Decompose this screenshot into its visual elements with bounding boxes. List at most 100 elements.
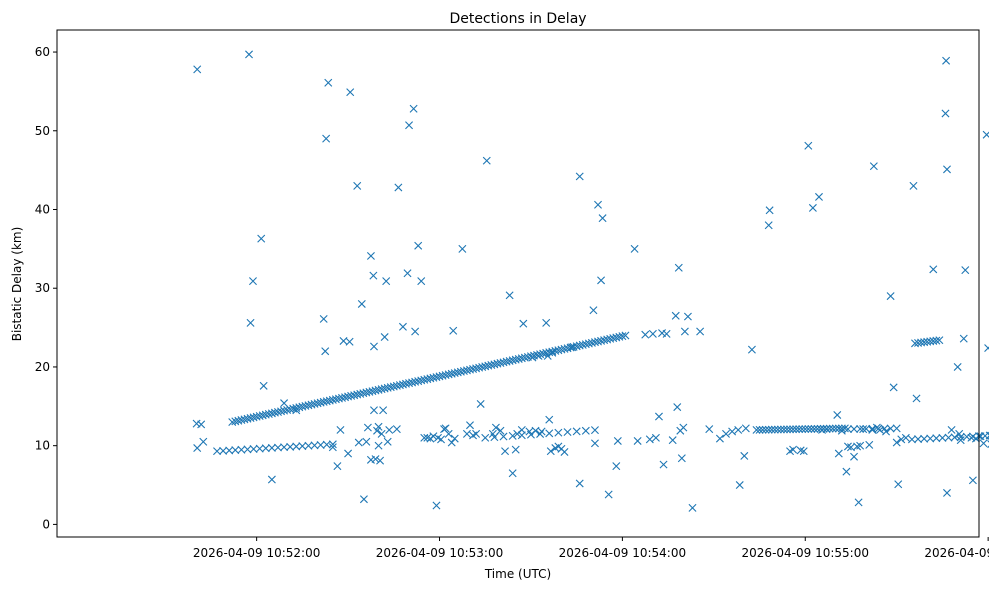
detection-point: [403, 269, 412, 278]
detection-point: [277, 407, 286, 416]
detection-point: [537, 427, 546, 436]
detection-point: [606, 334, 615, 343]
detection-point: [609, 334, 618, 343]
detection-point: [496, 358, 505, 367]
detection-point: [814, 192, 823, 201]
detection-point: [590, 426, 599, 435]
detection-point: [528, 353, 537, 362]
detection-point: [514, 354, 523, 363]
detection-point: [854, 498, 863, 507]
detection-point: [773, 425, 782, 434]
detection-point: [508, 431, 517, 440]
detection-point: [501, 447, 510, 456]
detection-point: [383, 437, 392, 446]
detection-point: [316, 398, 325, 407]
detection-point: [267, 443, 276, 452]
detection-point: [267, 475, 276, 484]
detection-point: [735, 481, 744, 490]
detection-point: [850, 425, 859, 434]
detection-point: [688, 503, 697, 512]
detection-point: [645, 435, 654, 444]
detection-point: [469, 365, 478, 374]
detection-point: [401, 379, 410, 388]
detection-point: [383, 383, 392, 392]
detection-point: [612, 462, 621, 471]
detection-point: [246, 414, 255, 423]
detection-point: [441, 371, 450, 380]
detection-point: [347, 391, 356, 400]
detection-point: [589, 306, 598, 315]
detection-point: [542, 318, 551, 327]
detection-point: [472, 364, 481, 373]
detection-point: [313, 399, 322, 408]
detection-point: [517, 425, 526, 434]
detection-point: [310, 441, 319, 450]
detection-point: [604, 490, 613, 499]
detection-point: [868, 424, 877, 433]
detection-point: [833, 410, 842, 419]
detection-point: [955, 429, 964, 438]
detection-point: [534, 351, 543, 360]
detection-point: [484, 361, 493, 370]
detection-point: [447, 369, 456, 378]
detection-point: [456, 367, 465, 376]
detection-point: [426, 374, 435, 383]
detection-point: [398, 380, 407, 389]
detection-point: [792, 425, 801, 434]
detection-point: [261, 444, 270, 453]
detection-point: [411, 327, 420, 336]
detection-point: [554, 428, 563, 437]
detection-point: [843, 425, 852, 434]
detection-point: [519, 319, 528, 328]
detection-point: [459, 367, 468, 376]
detection-point: [193, 444, 202, 453]
detection-point: [257, 234, 266, 243]
detection-point: [252, 412, 261, 421]
detection-point: [481, 433, 490, 442]
detection-point: [907, 435, 916, 444]
detection-point: [659, 460, 668, 469]
detection-point: [292, 442, 301, 451]
y-tick-label: 30: [35, 281, 50, 295]
y-tick-label: 10: [35, 439, 50, 453]
detection-point: [722, 429, 731, 438]
detection-point: [475, 363, 484, 372]
detection-point: [394, 183, 403, 192]
detection-point: [755, 425, 764, 434]
detection-point: [432, 373, 441, 382]
detection-point: [786, 425, 795, 434]
detection-point: [499, 432, 508, 441]
detection-point: [307, 400, 316, 409]
detection-point: [764, 425, 773, 434]
detection-point: [971, 434, 980, 443]
detection-point: [231, 446, 240, 455]
detection-point: [249, 445, 258, 453]
y-axis-ticks: 0 10 20 30 40 50 60: [35, 45, 57, 531]
detection-point: [369, 271, 378, 280]
detection-point: [316, 441, 325, 449]
detection-point: [336, 425, 345, 434]
detection-point: [213, 447, 222, 456]
detection-point: [450, 369, 459, 378]
detection-point: [453, 368, 462, 377]
detection-point: [942, 56, 951, 65]
detection-point: [804, 141, 813, 150]
detection-point: [603, 335, 612, 344]
detection-point: [437, 435, 446, 444]
detection-point: [371, 386, 380, 395]
detection-point: [280, 443, 289, 452]
detection-point: [932, 434, 941, 443]
detection-point: [368, 387, 377, 396]
detection-point: [333, 462, 342, 471]
detection-point: [572, 427, 581, 436]
detection-point: [325, 396, 334, 405]
detection-point: [249, 413, 258, 422]
detection-point: [392, 381, 401, 390]
detection-point: [414, 377, 423, 386]
detection-point: [255, 412, 264, 421]
detection-point: [392, 425, 401, 434]
detection-point: [679, 423, 688, 432]
detection-point: [545, 429, 554, 438]
detection-point: [432, 501, 441, 510]
detection-point: [909, 181, 918, 190]
